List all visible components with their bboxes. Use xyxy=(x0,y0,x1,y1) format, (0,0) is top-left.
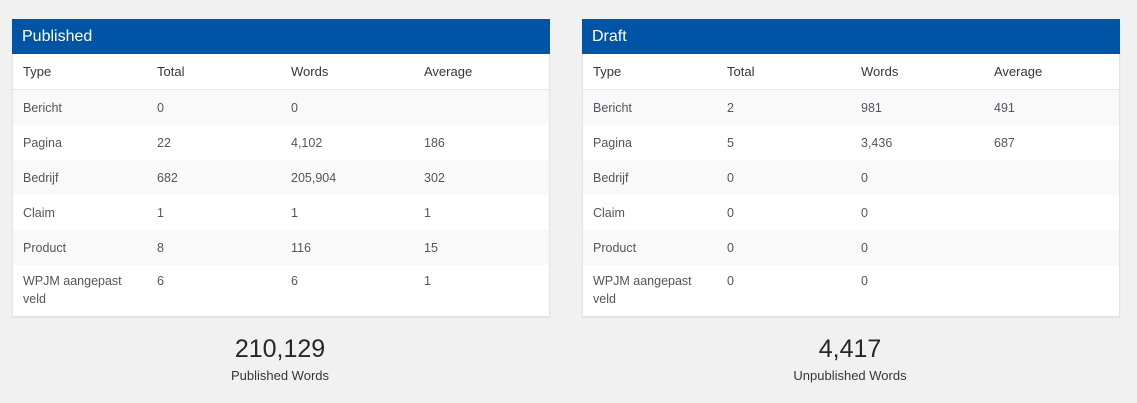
cell-average: 1 xyxy=(414,265,549,316)
cell-words: 0 xyxy=(281,89,414,125)
cell-type: Pagina xyxy=(13,125,147,160)
cell-words: 3,436 xyxy=(851,125,984,160)
cell-words: 0 xyxy=(851,160,984,195)
table-row: Product 0 0 xyxy=(583,230,1119,265)
cell-words: 6 xyxy=(281,265,414,316)
cell-type: Claim xyxy=(13,195,147,230)
cell-type: Claim xyxy=(583,195,717,230)
table-header-row: Type Total Words Average xyxy=(583,54,1119,90)
cell-type: Product xyxy=(583,230,717,265)
published-table: Type Total Words Average Bericht 0 0 Pag… xyxy=(13,54,549,316)
draft-panel-title: Draft xyxy=(582,19,1120,54)
table-row: Bericht 2 981 491 xyxy=(583,89,1119,125)
unpublished-words-label: Unpublished Words xyxy=(793,368,907,383)
cell-total: 0 xyxy=(717,265,851,316)
cell-total: 682 xyxy=(147,160,281,195)
cell-average: 302 xyxy=(414,160,549,195)
cell-type: Bericht xyxy=(13,89,147,125)
table-row: WPJM aangepast veld 6 6 1 xyxy=(13,265,549,316)
column-header-words: Words xyxy=(281,54,414,90)
cell-total: 2 xyxy=(717,89,851,125)
cell-type: Pagina xyxy=(583,125,717,160)
table-row: WPJM aangepast veld 0 0 xyxy=(583,265,1119,316)
table-row: Bericht 0 0 xyxy=(13,89,549,125)
cell-total: 0 xyxy=(717,160,851,195)
cell-words: 0 xyxy=(851,195,984,230)
unpublished-words-total: 4,417 xyxy=(818,335,882,363)
cell-type: WPJM aangepast veld xyxy=(13,265,147,316)
cell-total: 5 xyxy=(717,125,851,160)
draft-table: Type Total Words Average Bericht 2 981 4… xyxy=(583,54,1119,316)
table-row: Claim 0 0 xyxy=(583,195,1119,230)
cell-total: 0 xyxy=(717,230,851,265)
column-header-words: Words xyxy=(851,54,984,90)
cell-average xyxy=(984,230,1119,265)
column-header-total: Total xyxy=(717,54,851,90)
published-words-summary: 210,129 Published Words xyxy=(12,334,548,386)
cell-total: 22 xyxy=(147,125,281,160)
table-row: Pagina 22 4,102 186 xyxy=(13,125,549,160)
column-header-total: Total xyxy=(147,54,281,90)
cell-words: 205,904 xyxy=(281,160,414,195)
column-header-average: Average xyxy=(414,54,549,90)
cell-words: 0 xyxy=(851,230,984,265)
cell-words: 0 xyxy=(851,265,984,316)
cell-total: 8 xyxy=(147,230,281,265)
column-header-average: Average xyxy=(984,54,1119,90)
table-row: Pagina 5 3,436 687 xyxy=(583,125,1119,160)
cell-total: 6 xyxy=(147,265,281,316)
table-row: Product 8 116 15 xyxy=(13,230,549,265)
table-header-row: Type Total Words Average xyxy=(13,54,549,90)
cell-average: 491 xyxy=(984,89,1119,125)
table-row: Claim 1 1 1 xyxy=(13,195,549,230)
unpublished-words-summary: 4,417 Unpublished Words xyxy=(582,334,1118,386)
cell-words: 116 xyxy=(281,230,414,265)
cell-type: WPJM aangepast veld xyxy=(583,265,717,316)
table-row: Bedrijf 682 205,904 302 xyxy=(13,160,549,195)
cell-type: Bericht xyxy=(583,89,717,125)
cell-average xyxy=(984,265,1119,316)
cell-total: 1 xyxy=(147,195,281,230)
cell-average xyxy=(414,89,549,125)
published-words-total: 210,129 xyxy=(234,335,326,363)
cell-average: 186 xyxy=(414,125,549,160)
cell-type: Bedrijf xyxy=(13,160,147,195)
draft-panel: Draft Type Total Words Average Bericht 2… xyxy=(582,19,1120,317)
published-panel-title: Published xyxy=(12,19,550,54)
cell-average: 687 xyxy=(984,125,1119,160)
published-panel: Published Type Total Words Average Beric… xyxy=(12,19,550,317)
cell-total: 0 xyxy=(147,89,281,125)
column-header-type: Type xyxy=(583,54,717,90)
cell-words: 4,102 xyxy=(281,125,414,160)
cell-type: Bedrijf xyxy=(583,160,717,195)
published-words-label: Published Words xyxy=(230,368,330,383)
cell-average xyxy=(984,160,1119,195)
cell-total: 0 xyxy=(717,195,851,230)
cell-words: 981 xyxy=(851,89,984,125)
column-header-type: Type xyxy=(13,54,147,90)
cell-words: 1 xyxy=(281,195,414,230)
cell-average: 1 xyxy=(414,195,549,230)
table-row: Bedrijf 0 0 xyxy=(583,160,1119,195)
cell-type: Product xyxy=(13,230,147,265)
cell-average: 15 xyxy=(414,230,549,265)
cell-average xyxy=(984,195,1119,230)
